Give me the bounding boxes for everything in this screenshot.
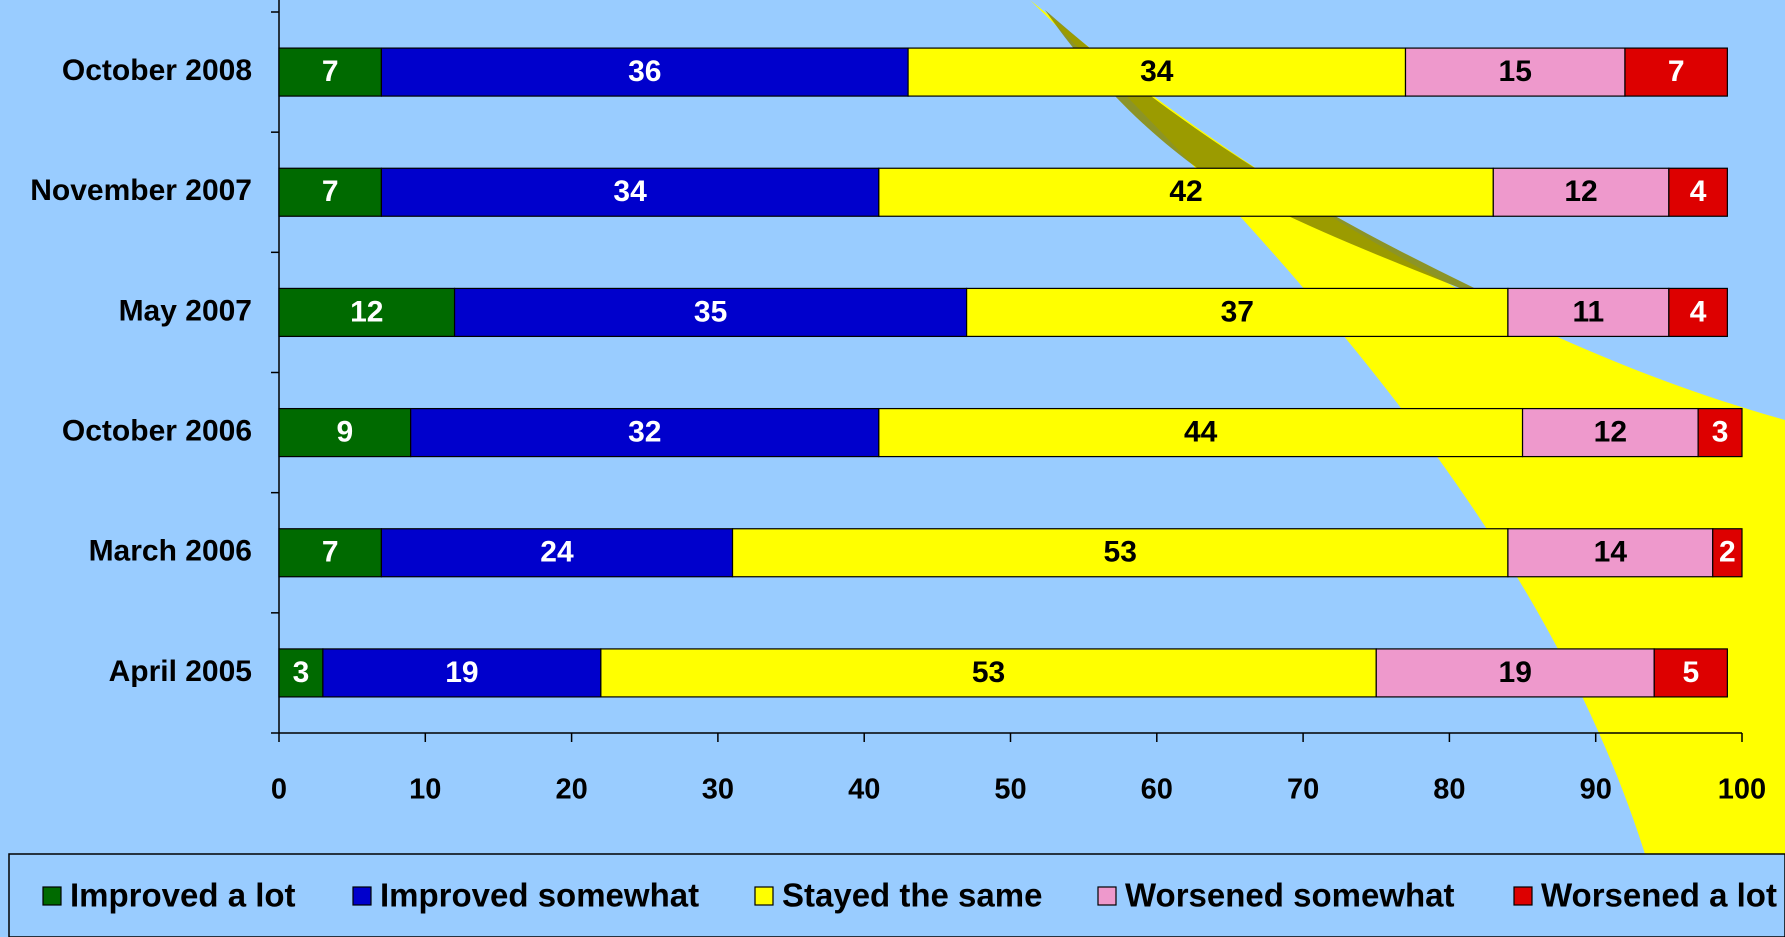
- x-tick-label: 80: [1433, 774, 1465, 806]
- legend-label: Worsened somewhat: [1125, 877, 1454, 914]
- data-label: 19: [445, 656, 478, 689]
- y-tick-label: October 2006: [62, 415, 252, 448]
- data-label: 42: [1169, 175, 1202, 208]
- y-tick-label: October 2008: [62, 54, 252, 87]
- x-tick-label: 90: [1580, 774, 1612, 806]
- data-label: 3: [293, 656, 310, 689]
- data-label: 19: [1499, 656, 1532, 689]
- legend-label: Improved a lot: [70, 877, 296, 914]
- data-label: 12: [1594, 416, 1627, 449]
- data-label: 32: [628, 416, 661, 449]
- data-label: 34: [1140, 55, 1174, 88]
- data-label: 7: [322, 175, 339, 208]
- data-label: 12: [1564, 175, 1597, 208]
- data-label: 2: [1719, 536, 1736, 569]
- data-label: 24: [540, 536, 574, 569]
- page: {"chart_data": {"type": "stacked-bar", "…: [0, 0, 1785, 937]
- data-label: 9: [336, 416, 353, 449]
- legend-label: Improved somewhat: [380, 877, 699, 914]
- data-label: 4: [1690, 295, 1707, 328]
- data-label: 7: [322, 55, 339, 88]
- data-label: 37: [1221, 295, 1254, 328]
- data-label: 34: [613, 175, 647, 208]
- legend-swatch: [43, 887, 61, 905]
- data-label: 3: [1712, 416, 1729, 449]
- y-tick-label: May 2007: [119, 294, 252, 327]
- legend-swatch: [755, 887, 773, 905]
- data-label: 4: [1690, 175, 1707, 208]
- data-label: 5: [1682, 656, 1699, 689]
- data-label: 15: [1499, 55, 1532, 88]
- data-label: 35: [694, 295, 727, 328]
- y-tick-label: March 2006: [89, 535, 252, 568]
- x-tick-label: 70: [1287, 774, 1319, 806]
- x-tick-label: 30: [702, 774, 734, 806]
- legend-swatch: [1098, 887, 1116, 905]
- x-tick-label: 50: [994, 774, 1026, 806]
- chart: 0102030405060708090100October 2008736341…: [0, 0, 1785, 937]
- data-label: 7: [322, 536, 339, 569]
- x-tick-label: 0: [271, 774, 287, 806]
- data-label: 14: [1594, 536, 1628, 569]
- data-label: 11: [1573, 295, 1605, 328]
- x-tick-label: 40: [848, 774, 880, 806]
- data-label: 53: [1104, 536, 1137, 569]
- data-label: 12: [350, 295, 383, 328]
- y-tick-label: November 2007: [30, 174, 252, 207]
- x-tick-label: 10: [409, 774, 441, 806]
- legend-label: Stayed the same: [782, 877, 1042, 914]
- data-label: 36: [628, 55, 661, 88]
- y-tick-label: April 2005: [109, 655, 252, 688]
- legend-label: Worsened a lot: [1541, 877, 1777, 914]
- data-label: 44: [1184, 416, 1218, 449]
- x-tick-label: 60: [1141, 774, 1173, 806]
- legend-swatch: [353, 887, 371, 905]
- legend-swatch: [1514, 887, 1532, 905]
- x-tick-label: 20: [555, 774, 587, 806]
- data-label: 53: [972, 656, 1005, 689]
- x-tick-label: 100: [1718, 774, 1766, 806]
- data-label: 7: [1668, 55, 1685, 88]
